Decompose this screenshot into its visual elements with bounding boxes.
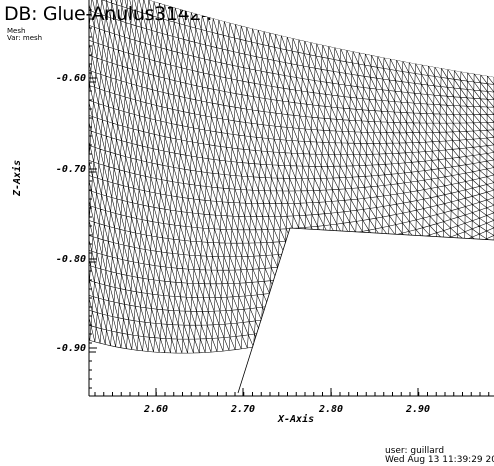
y-tick-label: -0.60 [55,73,86,84]
user-label: user: guillard [385,446,445,456]
x-tick-label: 2.70 [230,404,256,415]
mesh-edge [237,227,494,394]
plot-type-label: Mesh [7,27,26,35]
y-axis-label: Z-Axis [12,159,23,196]
axes [88,0,494,397]
mesh-cutout [238,228,494,395]
x-tick-label: 2.90 [405,404,431,415]
x-axis-label: X-Axis [278,414,315,425]
y-tick-label: -0.90 [55,343,86,354]
x-tick-label: 2.60 [143,404,169,415]
x-tick-label: 2.80 [318,404,344,415]
timestamp-label: Wed Aug 13 11:39:29 2014 [385,455,494,465]
variable-label: Var: mesh [7,34,43,42]
mesh-region [89,0,494,395]
mesh-top-mask [89,0,494,77]
y-tick-label: -0.70 [55,164,86,175]
axis-lines [88,0,494,397]
y-tick-label: -0.80 [55,254,86,265]
